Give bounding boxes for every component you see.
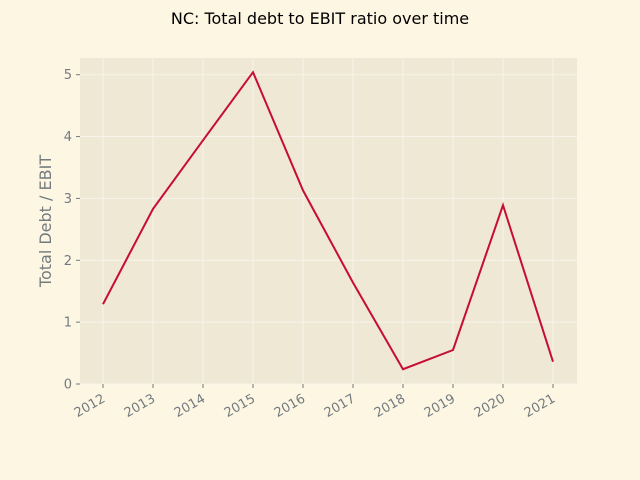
x-tick-label: 2018: [372, 391, 408, 421]
series-line: [102, 70, 554, 371]
x-tick-label: 2014: [172, 391, 208, 421]
grid: [80, 58, 577, 385]
x-tick-label: 2012: [72, 391, 108, 421]
x-tick-label: 2019: [422, 391, 458, 421]
x-tick-label: 2021: [522, 391, 558, 421]
x-tick-label: 2020: [472, 391, 508, 421]
x-tick-label: 2016: [272, 391, 308, 421]
chart-title: NC: Total debt to EBIT ratio over time: [171, 9, 469, 28]
y-tick-label: 5: [64, 68, 72, 83]
x-tick-label: 2017: [322, 391, 358, 421]
x-tick-label: 2013: [122, 391, 158, 421]
axis-ticks: [76, 74, 554, 388]
y-tick-label: 4: [64, 130, 72, 145]
y-tick-label: 0: [64, 378, 72, 393]
plot-area: [80, 58, 577, 384]
y-axis-label: Total Debt / EBIT: [36, 155, 55, 288]
y-tick-label: 3: [64, 192, 72, 207]
x-tick-label: 2015: [222, 391, 258, 421]
y-tick-label: 2: [64, 254, 72, 269]
y-tick-label: 1: [64, 316, 72, 331]
